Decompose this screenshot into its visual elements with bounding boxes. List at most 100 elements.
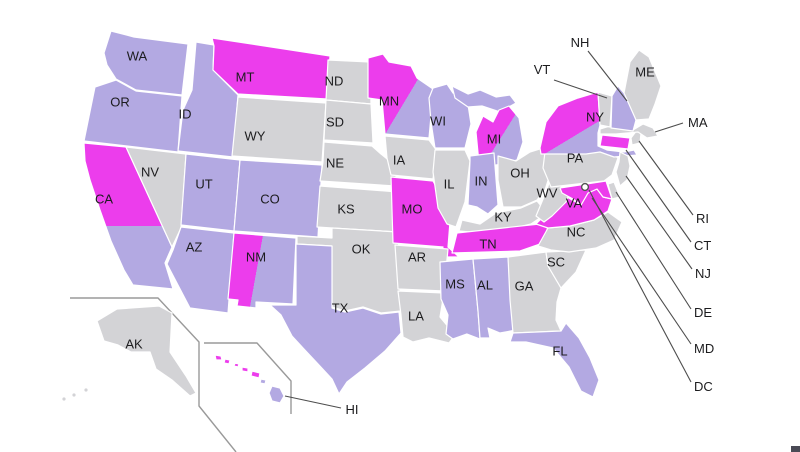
- state-label-AZ: AZ: [186, 239, 203, 254]
- state-TX[interactable]: [269, 243, 402, 395]
- callout-label-DE: DE: [694, 305, 712, 320]
- state-CT[interactable]: [599, 134, 631, 150]
- callout-label-MD: MD: [694, 341, 714, 356]
- callout-line-NH: [587, 50, 628, 102]
- state-label-AR: AR: [408, 249, 426, 264]
- callout-label-DC: DC: [694, 379, 713, 394]
- state-label-OK: OK: [352, 241, 371, 256]
- state-label-SC: SC: [547, 254, 565, 269]
- state-label-KY: KY: [494, 209, 512, 224]
- state-ME[interactable]: [623, 49, 662, 121]
- state-label-ND: ND: [325, 73, 344, 88]
- state-label-MT: MT: [236, 69, 255, 84]
- state-label-IA: IA: [393, 152, 406, 167]
- state-label-WV: WV: [537, 185, 558, 200]
- state-label-MS: MS: [445, 276, 465, 291]
- state-label-MI: MI: [487, 131, 501, 146]
- state-HI[interactable]: [214, 354, 223, 361]
- callout-label-CT: CT: [694, 238, 711, 253]
- state-label-GA: GA: [515, 278, 534, 293]
- callout-line-RI: [638, 140, 694, 216]
- state-LA[interactable]: [397, 290, 456, 344]
- state-label-CO: CO: [260, 191, 280, 206]
- state-label-NC: NC: [567, 224, 586, 239]
- state-label-KS: KS: [337, 201, 355, 216]
- state-WA[interactable]: [103, 30, 189, 96]
- callout-label-HI: HI: [346, 402, 359, 417]
- state-IN[interactable]: [467, 152, 499, 215]
- state-label-PA: PA: [567, 150, 584, 165]
- state-label-MO: MO: [402, 201, 423, 216]
- state-MT[interactable]: [211, 37, 331, 100]
- state-label-OR: OR: [110, 94, 130, 109]
- callout-label-NH: NH: [571, 35, 590, 50]
- cropped-corner-artifact: [791, 446, 800, 452]
- state-label-LA: LA: [408, 308, 424, 323]
- state-FL[interactable]: [509, 322, 600, 398]
- callout-line-DE: [615, 191, 692, 310]
- alaska-islet: [72, 393, 76, 397]
- state-label-TX: TX: [332, 300, 349, 315]
- callout-label-NJ: NJ: [695, 266, 711, 281]
- state-IA[interactable]: [384, 135, 438, 180]
- state-HI[interactable]: [233, 362, 240, 368]
- state-TN[interactable]: [451, 222, 550, 254]
- state-AK[interactable]: [96, 305, 197, 397]
- state-HI[interactable]: [259, 378, 267, 385]
- state-MI[interactable]: [451, 85, 517, 113]
- state-VT[interactable]: [597, 91, 613, 128]
- state-label-WI: WI: [430, 113, 446, 128]
- hawaii-inset-border: [204, 342, 292, 414]
- callout-line-CT: [625, 149, 692, 243]
- state-label-MN: MN: [379, 93, 399, 108]
- state-WY[interactable]: [231, 96, 327, 163]
- state-HI[interactable]: [250, 370, 261, 379]
- callout-line-DC: [588, 189, 692, 383]
- state-label-OH: OH: [510, 165, 530, 180]
- state-label-NV: NV: [141, 164, 159, 179]
- callout-label-RI: RI: [696, 211, 709, 226]
- state-label-WY: WY: [245, 128, 266, 143]
- state-NE[interactable]: [319, 141, 398, 187]
- state-label-AL: AL: [477, 277, 493, 292]
- callout-line-NJ: [625, 175, 693, 270]
- callout-line-VT: [553, 79, 608, 99]
- state-label-NY: NY: [586, 109, 604, 124]
- callout-line-MA: [654, 122, 684, 133]
- callouts-layer: NH VT MA RI CT NJ DE MD DC HI: [284, 35, 714, 417]
- state-OH[interactable]: [497, 146, 552, 208]
- state-label-ID: ID: [179, 106, 192, 121]
- state-UT[interactable]: [180, 153, 241, 232]
- alaska-islet: [62, 397, 66, 401]
- state-NY[interactable]: [539, 91, 638, 158]
- state-label-NM: NM: [246, 249, 266, 264]
- state-label-CA: CA: [95, 191, 113, 206]
- callout-label-MA: MA: [688, 115, 708, 130]
- alaska-inset-border: [70, 297, 237, 452]
- state-label-SD: SD: [326, 114, 344, 129]
- labels-layer: WA OR CA NV ID MT WY UT CO AZ NM ND SD NE KS OK TX MN IA MO…: [95, 48, 655, 358]
- state-OR[interactable]: [83, 79, 183, 153]
- dc-marker[interactable]: [580, 182, 590, 192]
- state-NM[interactable]: [227, 232, 297, 309]
- state-label-ME: ME: [635, 64, 655, 79]
- state-HI[interactable]: [241, 366, 249, 373]
- state-label-WA: WA: [127, 48, 148, 63]
- alaska-islet: [84, 388, 88, 392]
- state-label-TN: TN: [479, 236, 496, 251]
- state-MD[interactable]: [559, 180, 613, 206]
- state-HI[interactable]: [223, 358, 231, 365]
- callout-line-HI: [284, 395, 342, 409]
- state-label-IL: IL: [444, 176, 455, 191]
- state-label-NE: NE: [326, 155, 344, 170]
- state-HI[interactable]: [268, 385, 285, 404]
- state-label-IN: IN: [475, 173, 488, 188]
- state-label-AK: AK: [125, 336, 143, 351]
- states-layer: [83, 30, 662, 404]
- state-SD[interactable]: [323, 99, 374, 144]
- state-label-FL: FL: [552, 343, 567, 358]
- state-IL[interactable]: [432, 149, 471, 228]
- state-KS[interactable]: [316, 185, 399, 233]
